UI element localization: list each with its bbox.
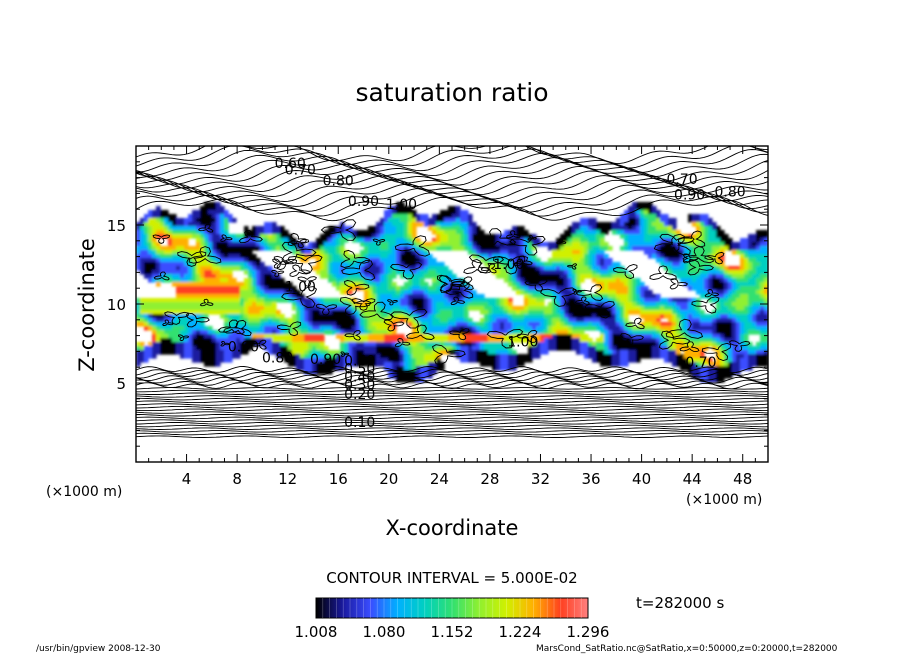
footer-left: /usr/bin/gpview 2008-12-30 bbox=[36, 644, 161, 654]
contour-label: 1.00 bbox=[285, 279, 316, 295]
contour-label: 0.20 bbox=[344, 387, 375, 403]
footer-right: MarsCond_SatRatio.nc@SatRatio,x=0:50000,… bbox=[536, 644, 838, 654]
colorbar-tick-label: 1.008 bbox=[295, 623, 338, 641]
contour-label: 0.90 bbox=[310, 352, 341, 368]
x-unit-right: (×1000 m) bbox=[686, 492, 762, 508]
time-label: t=282000 s bbox=[636, 594, 724, 612]
x-unit-left: (×1000 m) bbox=[46, 484, 122, 500]
x-axis-label: X-coordinate bbox=[386, 516, 519, 540]
x-tick-label: 12 bbox=[278, 470, 297, 488]
x-tick-label: 32 bbox=[531, 470, 550, 488]
x-tick-label: 16 bbox=[329, 470, 348, 488]
y-tick-label: 15 bbox=[107, 217, 126, 235]
plot-area: 0.100.200.300.400.500.600.80 0.900.901.00… bbox=[136, 146, 768, 462]
y-axis-label: Z-coordinate bbox=[75, 238, 99, 372]
x-tick-label: 20 bbox=[379, 470, 398, 488]
saturation-field bbox=[136, 202, 768, 383]
colorbar-tick-label: 1.224 bbox=[499, 623, 542, 641]
contour-label: 0.60 bbox=[275, 156, 306, 172]
contour-label: 0.60 bbox=[344, 354, 375, 370]
y-tick-label: 5 bbox=[116, 375, 126, 393]
contour-label: 0.90 bbox=[674, 188, 705, 204]
colorbar bbox=[315, 597, 589, 619]
contour-label: 0.70 bbox=[666, 172, 697, 188]
contour-label: 0.70 bbox=[285, 162, 316, 178]
contour-label: 1.00 bbox=[386, 197, 417, 213]
y-axis: 5 10 15 bbox=[107, 161, 768, 447]
x-tick-label: 36 bbox=[581, 470, 600, 488]
x-tick-label: 44 bbox=[683, 470, 702, 488]
colorbar-tick-label: 1.080 bbox=[363, 623, 406, 641]
contour-label: 0.90 bbox=[228, 339, 259, 355]
contour-label: 0.70 bbox=[685, 355, 716, 371]
x-tick-label: 24 bbox=[430, 470, 449, 488]
colorbar-tick-label: 1.152 bbox=[431, 623, 474, 641]
y-tick-label: 10 bbox=[107, 296, 126, 314]
x-tick-label: 28 bbox=[480, 470, 499, 488]
contour-label: 0.40 bbox=[344, 369, 375, 385]
contour-label: 0.10 bbox=[344, 415, 375, 431]
x-tick-label: 8 bbox=[232, 470, 242, 488]
colorbar-ticks: 1.008 1.080 1.152 1.224 1.296 bbox=[295, 623, 610, 641]
contour-labels: 0.100.200.300.400.500.600.80 0.900.901.00… bbox=[228, 156, 746, 431]
contour-interval: CONTOUR INTERVAL = 5.000E-02 bbox=[326, 569, 577, 587]
colorbar-tick-label: 1.296 bbox=[567, 623, 610, 641]
x-tick-label: 4 bbox=[182, 470, 192, 488]
contour-label: 0.50 bbox=[344, 362, 375, 378]
chart-title: saturation ratio bbox=[355, 78, 548, 107]
x-tick-label: 48 bbox=[733, 470, 752, 488]
contour-label: 0.30 bbox=[344, 377, 375, 393]
contour-label: 0.80 bbox=[714, 185, 745, 201]
contour-lines bbox=[136, 146, 768, 438]
x-axis: 4 8 12 16 20 24 28 32 36 40 44 48 bbox=[148, 146, 756, 488]
x-tick-label: 40 bbox=[632, 470, 651, 488]
contour-label: 0.80 bbox=[323, 174, 354, 190]
contour-label: 1.00 bbox=[507, 335, 538, 351]
colorbar-divisions bbox=[322, 598, 582, 618]
contour-label: 1.00 bbox=[493, 257, 524, 273]
contour-label: 0.80 bbox=[262, 350, 293, 366]
contour-label: 0.90 bbox=[348, 194, 379, 210]
